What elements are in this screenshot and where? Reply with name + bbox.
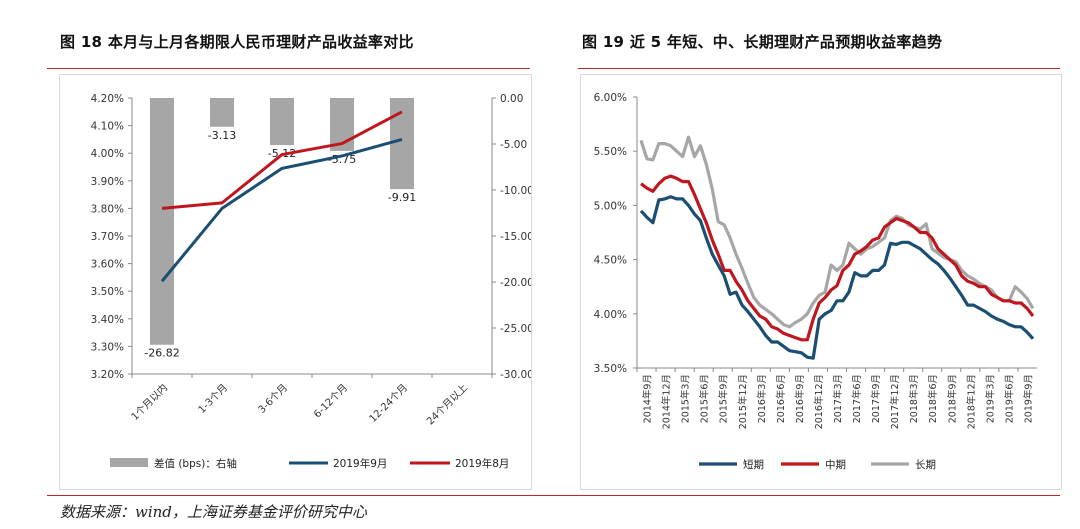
legend-label-sep: 2019年9月 xyxy=(333,457,387,470)
diff-bar xyxy=(390,98,414,190)
right-y-tick-label: -10.00 xyxy=(500,185,531,197)
right-y-tick-label: -30.00 xyxy=(500,369,531,381)
right-y-tick-label: -20.00 xyxy=(500,277,531,289)
left-chart-title: 图 18 本月与上月各期限人民币理财产品收益率对比 xyxy=(60,33,414,51)
source-note: 数据来源：wind，上海证券基金评价研究中心 xyxy=(60,503,367,521)
diff-data-label: -3.13 xyxy=(208,129,236,142)
x-tick-label: 2015年9月 xyxy=(718,374,730,423)
x-category-label: 24个月以上 xyxy=(424,382,470,428)
right-chart-title: 图 19 近 5 年短、中、长期理财产品预期收益率趋势 xyxy=(582,33,943,51)
x-category-label: 1-3个月 xyxy=(196,382,230,416)
left-y-tick-label: 3.80% xyxy=(91,203,124,215)
series-long-term xyxy=(639,135,1035,329)
x-tick-label: 2014年9月 xyxy=(642,374,654,423)
x-tick-label: 2016年12月 xyxy=(813,374,825,429)
diff-bar xyxy=(150,98,174,345)
x-category-label: 1个月以内 xyxy=(128,381,170,423)
legend-label-short: 短期 xyxy=(743,458,764,471)
legend-label-mid: 中期 xyxy=(825,458,846,471)
y-tick-label: 6.00% xyxy=(594,92,627,104)
right-title-rule xyxy=(578,68,1060,69)
x-tick-label: 2015年12月 xyxy=(737,374,749,429)
right-y-tick-label: -5.00 xyxy=(500,139,527,151)
x-tick-label: 2018年3月 xyxy=(908,374,920,423)
left-y-tick-label: 4.10% xyxy=(91,121,124,133)
x-tick-label: 2018年9月 xyxy=(946,374,958,423)
x-tick-label: 2019年3月 xyxy=(984,374,996,423)
right-y-tick-label: -25.00 xyxy=(500,323,531,335)
x-tick-label: 2018年6月 xyxy=(927,374,939,423)
x-tick-label: 2015年3月 xyxy=(680,374,692,423)
x-tick-label: 2017年12月 xyxy=(889,374,901,429)
left-y-tick-label: 3.70% xyxy=(91,231,124,243)
left-chart: 4.20% 4.10% 4.00% 3.90% 3.80% 3.70% 3.60% 3.50%… xyxy=(91,93,534,470)
x-category-label: 6-12个月 xyxy=(311,382,350,421)
y-tick-label: 5.50% xyxy=(594,146,627,158)
x-tick-label: 2015年6月 xyxy=(699,374,711,423)
right-y-tick-label: -15.00 xyxy=(500,231,531,243)
y-tick-label: 4.00% xyxy=(594,309,627,321)
series-mid-term xyxy=(640,174,1035,342)
left-title-rule xyxy=(47,68,530,69)
y-tick-label: 5.00% xyxy=(594,200,627,212)
diff-data-label: -26.82 xyxy=(144,347,179,360)
x-tick-label: 2016年9月 xyxy=(794,374,806,423)
line-aug-2019 xyxy=(161,110,403,210)
x-tick-label: 2019年9月 xyxy=(1022,374,1034,423)
x-tick-label: 2017年3月 xyxy=(832,374,844,423)
right-chart: 6.00% 5.50% 5.00% 4.50% 4.00% 3.50% 2014年9月 201… xyxy=(594,92,1037,471)
x-category-label: 12-24个月 xyxy=(367,382,410,425)
legend-label-aug: 2019年8月 xyxy=(455,457,509,470)
left-y-tick-label: 4.20% xyxy=(91,93,124,105)
diff-data-label: -9.91 xyxy=(388,191,416,204)
left-y-tick-label: 3.90% xyxy=(91,176,124,188)
series-short-term xyxy=(639,195,1035,360)
diff-bar xyxy=(210,98,234,127)
right-y-tick-label: 0.00 xyxy=(500,93,523,105)
left-y-tick-label: 4.00% xyxy=(91,148,124,160)
y-tick-label: 3.50% xyxy=(594,363,627,375)
left-chart-panel: 4.20% 4.10% 4.00% 3.90% 3.80% 3.70% 3.60% 3.50%… xyxy=(59,74,534,490)
left-y-tick-label: 3.20% xyxy=(91,369,124,381)
left-y-tick-label: 3.50% xyxy=(91,286,124,298)
right-chart-panel: 6.00% 5.50% 5.00% 4.50% 4.00% 3.50% 2014年9月 201… xyxy=(580,74,1062,490)
diff-bar xyxy=(270,98,294,146)
left-y-tick-label: 3.60% xyxy=(91,259,124,271)
x-tick-label: 2018年12月 xyxy=(965,374,977,429)
left-y-tick-label: 3.30% xyxy=(91,341,124,353)
x-tick-label: 2014年12月 xyxy=(661,374,673,429)
y-tick-label: 4.50% xyxy=(594,255,627,267)
x-category-label: 3-6个月 xyxy=(256,382,290,416)
legend-label-long: 长期 xyxy=(915,459,936,471)
left-y-tick-label: 3.40% xyxy=(91,314,124,326)
legend-label-diff: 差值 (bps)：右轴 xyxy=(154,457,237,470)
legend-swatch-diff xyxy=(110,458,148,467)
x-tick-label: 2017年9月 xyxy=(870,374,882,423)
bottom-rule xyxy=(47,495,1060,496)
x-tick-label: 2016年3月 xyxy=(756,374,768,423)
line-sep-2019 xyxy=(160,137,403,283)
x-tick-label: 2019年6月 xyxy=(1003,374,1015,423)
x-tick-label: 2016年6月 xyxy=(775,374,787,423)
x-tick-label: 2017年6月 xyxy=(851,374,863,423)
